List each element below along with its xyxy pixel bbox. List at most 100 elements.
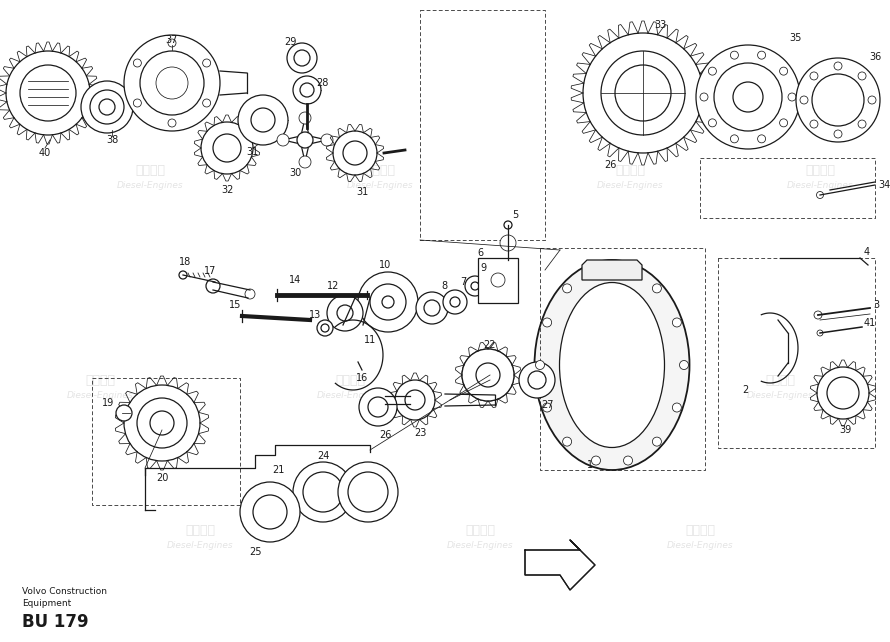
Circle shape (601, 51, 685, 135)
Circle shape (624, 456, 633, 465)
Circle shape (370, 284, 406, 320)
Circle shape (124, 385, 200, 461)
Circle shape (321, 134, 333, 146)
Circle shape (796, 58, 880, 142)
Ellipse shape (535, 260, 690, 470)
Circle shape (303, 472, 343, 512)
Text: 31: 31 (356, 187, 368, 197)
Circle shape (238, 95, 288, 145)
Text: 23: 23 (414, 428, 426, 438)
Circle shape (672, 318, 682, 327)
Circle shape (858, 120, 866, 128)
Text: 22: 22 (484, 340, 497, 350)
Text: 38: 38 (106, 135, 118, 145)
Text: 29: 29 (284, 37, 296, 47)
Circle shape (116, 405, 132, 421)
Circle shape (203, 99, 211, 107)
Text: 5: 5 (512, 210, 518, 220)
Text: Diesel-Engines: Diesel-Engines (596, 180, 663, 189)
Circle shape (672, 403, 682, 412)
Text: 3: 3 (873, 300, 879, 310)
Text: 18: 18 (179, 257, 191, 267)
Text: 紫发动力: 紫发动力 (365, 164, 395, 177)
Circle shape (562, 284, 571, 293)
Text: Diesel-Engines: Diesel-Engines (447, 541, 514, 550)
Text: Diesel-Engines: Diesel-Engines (117, 180, 183, 189)
Circle shape (465, 276, 485, 296)
Circle shape (757, 51, 765, 59)
Circle shape (81, 81, 133, 133)
Circle shape (405, 390, 425, 410)
Circle shape (814, 311, 822, 319)
Text: Diesel-Engines: Diesel-Engines (546, 390, 613, 399)
Text: 4: 4 (864, 247, 870, 257)
Circle shape (213, 134, 241, 162)
Circle shape (700, 93, 708, 101)
Circle shape (500, 235, 516, 251)
Circle shape (519, 362, 555, 398)
Circle shape (201, 122, 253, 174)
Circle shape (368, 397, 388, 417)
Circle shape (134, 59, 142, 67)
Circle shape (321, 324, 329, 332)
Text: 37: 37 (166, 35, 178, 45)
Text: 34: 34 (878, 180, 890, 190)
Circle shape (708, 67, 716, 75)
FancyBboxPatch shape (478, 258, 518, 303)
Circle shape (443, 290, 467, 314)
Text: Volvo Construction: Volvo Construction (22, 587, 107, 596)
Circle shape (834, 62, 842, 70)
Text: 16: 16 (356, 373, 368, 383)
Text: 紫发动力: 紫发动力 (565, 374, 595, 386)
Circle shape (731, 135, 739, 143)
Circle shape (395, 380, 435, 420)
Circle shape (757, 135, 765, 143)
Circle shape (156, 67, 188, 99)
Circle shape (812, 74, 864, 126)
Polygon shape (582, 260, 642, 280)
Circle shape (327, 295, 363, 331)
Text: 21: 21 (271, 465, 284, 475)
Circle shape (679, 361, 689, 370)
Text: 紫发动力: 紫发动力 (135, 164, 165, 177)
Circle shape (827, 377, 859, 409)
Circle shape (203, 59, 211, 67)
Circle shape (333, 131, 377, 175)
Circle shape (382, 296, 394, 308)
Text: 30: 30 (289, 168, 301, 178)
Circle shape (168, 39, 176, 47)
Circle shape (20, 65, 76, 121)
Circle shape (562, 437, 571, 446)
Circle shape (462, 349, 514, 401)
Text: 7: 7 (460, 277, 466, 287)
Circle shape (733, 82, 763, 112)
Text: 1: 1 (587, 460, 593, 470)
Text: 28: 28 (316, 78, 328, 88)
Circle shape (504, 221, 512, 229)
Text: 6: 6 (477, 248, 483, 258)
Text: 紫发动力: 紫发动力 (765, 374, 795, 386)
Circle shape (817, 367, 869, 419)
Circle shape (450, 297, 460, 307)
Circle shape (287, 43, 317, 73)
Text: 2: 2 (742, 385, 748, 395)
Ellipse shape (560, 282, 665, 447)
Text: 31: 31 (246, 147, 258, 157)
Circle shape (810, 72, 818, 80)
Circle shape (359, 388, 397, 426)
Text: 紫发动力: 紫发动力 (85, 374, 115, 386)
Text: Diesel-Engines: Diesel-Engines (166, 541, 233, 550)
Circle shape (6, 51, 90, 135)
Circle shape (253, 495, 287, 529)
Circle shape (99, 99, 115, 115)
Text: 41: 41 (864, 318, 877, 328)
Text: 紫发动力: 紫发动力 (335, 374, 365, 386)
Circle shape (731, 51, 739, 59)
Circle shape (293, 462, 353, 522)
Text: 11: 11 (364, 335, 376, 345)
Circle shape (206, 279, 220, 293)
Circle shape (624, 265, 633, 274)
Circle shape (140, 51, 204, 115)
Text: Diesel-Engines: Diesel-Engines (347, 180, 413, 189)
Circle shape (337, 305, 353, 321)
